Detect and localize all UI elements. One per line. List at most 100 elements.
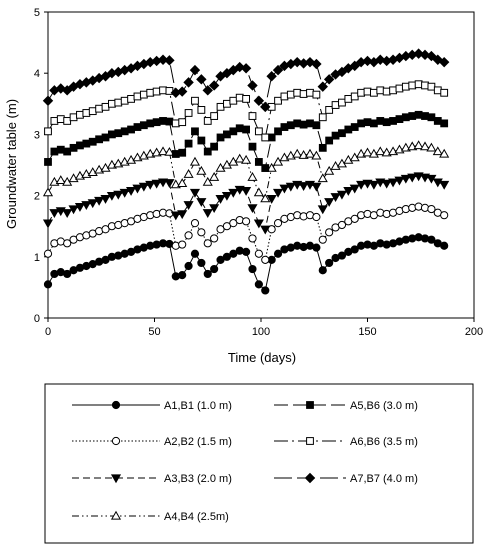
data-point	[120, 96, 129, 105]
data-point	[63, 239, 72, 248]
data-point	[350, 123, 359, 131]
data-point	[241, 217, 251, 226]
data-point	[330, 193, 341, 203]
legend-marker	[111, 436, 121, 446]
data-point	[286, 121, 295, 130]
data-point	[152, 118, 161, 127]
data-point	[127, 125, 135, 134]
data-point	[280, 92, 289, 101]
data-point	[50, 117, 59, 125]
data-point	[183, 201, 194, 210]
data-point	[272, 188, 284, 198]
data-point	[223, 130, 231, 139]
data-point	[241, 247, 251, 257]
data-point	[202, 209, 213, 218]
y-tick-label: 1	[34, 252, 40, 264]
data-point	[336, 66, 348, 78]
series-1	[43, 233, 449, 295]
data-point	[325, 258, 334, 268]
data-point	[343, 187, 354, 196]
data-point	[210, 142, 219, 151]
data-point	[432, 178, 443, 188]
data-point	[178, 148, 187, 157]
data-point	[285, 182, 296, 192]
data-point	[164, 146, 175, 156]
data-point	[189, 156, 201, 166]
data-point	[254, 280, 263, 289]
data-point	[63, 269, 72, 279]
x-tick-label: 150	[358, 326, 376, 338]
data-point	[427, 235, 436, 244]
data-point	[401, 82, 410, 91]
data-point	[426, 50, 437, 62]
data-point	[317, 81, 328, 92]
data-point	[343, 154, 354, 164]
data-point	[203, 269, 212, 279]
data-point	[394, 176, 405, 186]
data-point	[253, 187, 264, 197]
data-point	[363, 87, 372, 96]
data-point	[240, 63, 252, 74]
x-tick-label: 50	[148, 326, 160, 338]
data-point	[170, 211, 181, 221]
series-5	[44, 110, 449, 172]
data-point	[100, 195, 111, 204]
data-point	[395, 84, 404, 93]
data-point	[318, 113, 327, 122]
data-point	[440, 241, 449, 250]
data-point	[440, 88, 449, 97]
data-point	[338, 98, 346, 107]
data-point	[189, 64, 201, 76]
data-point	[108, 99, 116, 108]
data-point	[408, 81, 417, 90]
data-point	[171, 119, 180, 128]
data-point	[317, 173, 328, 183]
data-point	[387, 178, 399, 188]
data-point	[279, 184, 290, 194]
data-point	[139, 90, 148, 99]
data-point	[368, 148, 379, 158]
data-point	[247, 204, 258, 214]
data-point	[76, 141, 84, 150]
data-point	[438, 56, 450, 68]
data-point	[311, 150, 322, 160]
series-layer	[42, 48, 450, 295]
data-point	[274, 96, 282, 105]
data-point	[120, 127, 129, 136]
data-point	[43, 280, 53, 289]
data-point	[260, 225, 271, 235]
data-point	[325, 136, 334, 145]
data-point	[350, 245, 359, 254]
data-point	[318, 143, 327, 152]
data-point	[184, 231, 193, 240]
data-point	[101, 102, 110, 111]
data-point	[407, 173, 418, 183]
data-point	[254, 127, 263, 136]
data-point	[266, 71, 277, 82]
data-point	[440, 211, 449, 220]
data-point	[165, 117, 174, 126]
data-point	[114, 129, 123, 138]
data-point	[222, 252, 232, 261]
data-point	[331, 131, 340, 140]
data-point	[260, 101, 271, 113]
data-point	[157, 54, 169, 65]
legend-label: A6,B6 (3.5 m)	[350, 436, 418, 448]
data-point	[82, 139, 91, 148]
y-tick-label: 2	[34, 191, 40, 203]
data-point	[81, 201, 92, 210]
data-point	[274, 127, 282, 136]
data-point	[382, 87, 391, 96]
data-point	[247, 172, 258, 181]
data-point	[229, 96, 238, 105]
data-point	[132, 184, 143, 194]
data-point	[273, 219, 283, 228]
legend-label: A7,B7 (4.0 m)	[350, 473, 418, 485]
series-4	[42, 140, 450, 203]
data-point	[272, 156, 284, 166]
data-point	[216, 102, 225, 111]
data-point	[292, 148, 303, 158]
legend-item: A6,B6 (3.5 m)	[274, 436, 418, 448]
data-point	[349, 60, 360, 72]
